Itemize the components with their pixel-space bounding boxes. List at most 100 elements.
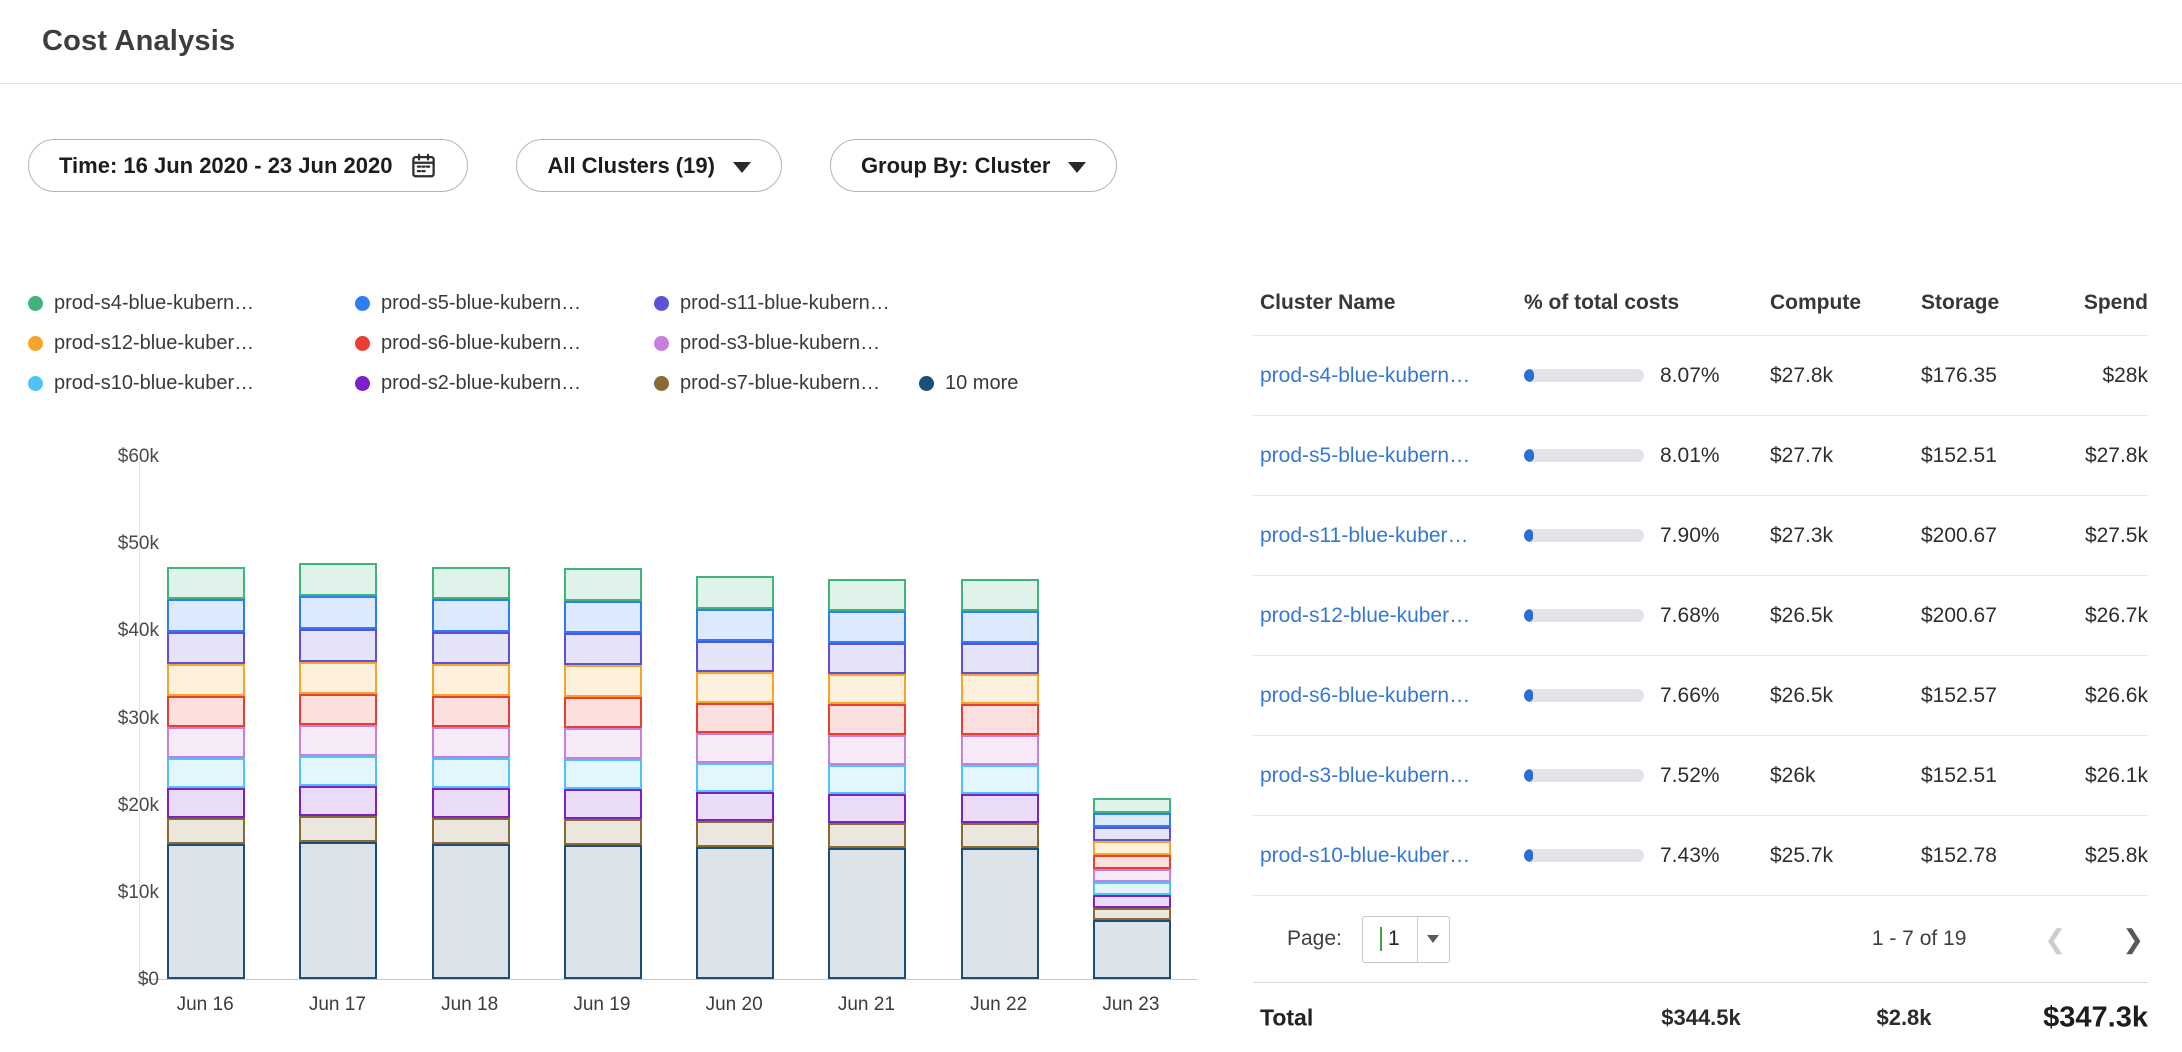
legend-item[interactable]: 10 more xyxy=(919,372,1018,395)
progress-bar-track xyxy=(1524,449,1644,462)
spend-value: $26.7k xyxy=(2085,604,2148,628)
progress-bar-track xyxy=(1524,689,1644,702)
table-row: prod-s6-blue-kubern…7.66%$26.5k$152.57$2… xyxy=(1253,656,2148,736)
bar-segment xyxy=(1093,895,1171,908)
column-header: Storage xyxy=(1921,291,2081,315)
legend-item[interactable]: prod-s6-blue-kubern… xyxy=(355,332,654,355)
pct-of-total-cell: 7.90% xyxy=(1524,524,1770,548)
legend-color-dot xyxy=(28,336,43,351)
legend-item[interactable]: prod-s4-blue-kubern… xyxy=(28,292,355,315)
x-axis-label: Jun 19 xyxy=(573,994,630,1016)
clusters-filter[interactable]: All Clusters (19) xyxy=(516,139,782,192)
legend-color-dot xyxy=(654,336,669,351)
progress-bar-track xyxy=(1524,529,1644,542)
stacked-bar[interactable] xyxy=(564,568,642,979)
cluster-name-link[interactable]: prod-s3-blue-kubern… xyxy=(1260,764,1524,788)
stacked-bar[interactable] xyxy=(961,579,1039,979)
total-label: Total xyxy=(1260,1004,1313,1031)
x-axis-label: Jun 21 xyxy=(838,994,895,1016)
stacked-bar[interactable] xyxy=(828,579,906,979)
bar-segment xyxy=(961,823,1039,848)
cluster-name-link[interactable]: prod-s6-blue-kubern… xyxy=(1260,684,1524,708)
x-axis-label: Jun 17 xyxy=(309,994,366,1016)
y-axis-label: $60k xyxy=(28,446,175,468)
legend-label: 10 more xyxy=(945,372,1018,395)
cluster-name-link[interactable]: prod-s12-blue-kuber… xyxy=(1260,604,1524,628)
storage-value: $152.51 xyxy=(1921,764,2081,788)
legend-item[interactable]: prod-s7-blue-kubern… xyxy=(654,372,919,395)
pct-of-total-cell: 7.66% xyxy=(1524,684,1770,708)
progress-bar-track xyxy=(1524,369,1644,382)
storage-value: $152.57 xyxy=(1921,684,2081,708)
progress-bar-fill xyxy=(1524,449,1534,462)
legend-label: prod-s7-blue-kubern… xyxy=(680,372,880,395)
spend-value: $27.5k xyxy=(2085,524,2148,548)
bar-segment xyxy=(432,696,510,727)
bar-segment xyxy=(432,844,510,979)
next-page-button[interactable]: ❯ xyxy=(2122,926,2144,952)
x-axis-label: Jun 22 xyxy=(970,994,1027,1016)
cluster-name-link[interactable]: prod-s5-blue-kubern… xyxy=(1260,444,1524,468)
pagination: Page: 1 1 - 7 of 19 ❮ ❯ xyxy=(1253,896,2148,982)
compute-value: $27.7k xyxy=(1770,444,1921,468)
pct-of-total-cell: 7.43% xyxy=(1524,844,1770,868)
bar-segment xyxy=(828,794,906,823)
table-row: prod-s10-blue-kuber…7.43%$25.7k$152.78$2… xyxy=(1253,816,2148,896)
progress-bar-fill xyxy=(1524,529,1533,542)
page-select[interactable]: 1 xyxy=(1362,916,1450,963)
bar-segment xyxy=(564,845,642,979)
bar-segment xyxy=(828,674,906,705)
chevron-down-icon xyxy=(1068,162,1086,173)
compute-value: $27.3k xyxy=(1770,524,1921,548)
spend-value: $26.6k xyxy=(2085,684,2148,708)
legend-label: prod-s4-blue-kubern… xyxy=(54,292,254,315)
bar-segment xyxy=(828,735,906,765)
prev-page-button[interactable]: ❮ xyxy=(2044,926,2066,952)
page-header: Cost Analysis xyxy=(0,0,2182,84)
group-by-filter[interactable]: Group By: Cluster xyxy=(830,139,1117,192)
stacked-bar[interactable] xyxy=(299,563,377,979)
bar-segment xyxy=(696,792,774,821)
bar-segment xyxy=(1093,798,1171,813)
bar-segment xyxy=(167,844,245,979)
pct-value: 8.01% xyxy=(1660,444,1720,468)
bar-segment xyxy=(432,632,510,664)
legend-item[interactable]: prod-s10-blue-kuber… xyxy=(28,372,355,395)
x-axis-label: Jun 20 xyxy=(706,994,763,1016)
cluster-name-link[interactable]: prod-s10-blue-kuber… xyxy=(1260,844,1524,868)
cluster-name-link[interactable]: prod-s11-blue-kuber… xyxy=(1260,524,1524,548)
legend-item[interactable]: prod-s5-blue-kubern… xyxy=(355,292,654,315)
time-range-filter[interactable]: Time: 16 Jun 2020 - 23 Jun 2020 xyxy=(28,139,468,192)
chevron-down-icon xyxy=(1427,935,1439,943)
bar-segment xyxy=(564,759,642,790)
bar-segment xyxy=(167,818,245,844)
stacked-bar[interactable] xyxy=(432,567,510,979)
bar-segment xyxy=(1093,827,1171,841)
bar-segment xyxy=(432,788,510,818)
bar-segment xyxy=(1093,813,1171,828)
column-header: Cluster Name xyxy=(1260,291,1524,315)
chart-plot-area xyxy=(139,457,1197,980)
cluster-name-link[interactable]: prod-s4-blue-kubern… xyxy=(1260,364,1524,388)
bar-segment xyxy=(961,735,1039,765)
y-axis-label: $10k xyxy=(28,882,175,904)
stacked-bar[interactable] xyxy=(1093,798,1171,979)
x-axis-label: Jun 18 xyxy=(441,994,498,1016)
legend-item[interactable]: prod-s2-blue-kubern… xyxy=(355,372,654,395)
legend-item[interactable]: prod-s12-blue-kuber… xyxy=(28,332,355,355)
bar-segment xyxy=(961,765,1039,795)
compute-value: $26.5k xyxy=(1770,604,1921,628)
legend-item[interactable]: prod-s11-blue-kubern… xyxy=(654,292,919,315)
table-row: prod-s3-blue-kubern…7.52%$26k$152.51$26.… xyxy=(1253,736,2148,816)
legend-item[interactable]: prod-s3-blue-kubern… xyxy=(654,332,919,355)
total-compute-value: $344.5k xyxy=(1661,1005,1741,1031)
bar-segment xyxy=(432,567,510,600)
bar-segment xyxy=(696,641,774,672)
pct-value: 7.43% xyxy=(1660,844,1720,868)
progress-bar-track xyxy=(1524,849,1644,862)
stacked-bar[interactable] xyxy=(696,576,774,979)
stacked-bar[interactable] xyxy=(167,567,245,979)
bar-segment xyxy=(696,763,774,793)
legend-color-dot xyxy=(28,296,43,311)
progress-bar-fill xyxy=(1524,369,1534,382)
